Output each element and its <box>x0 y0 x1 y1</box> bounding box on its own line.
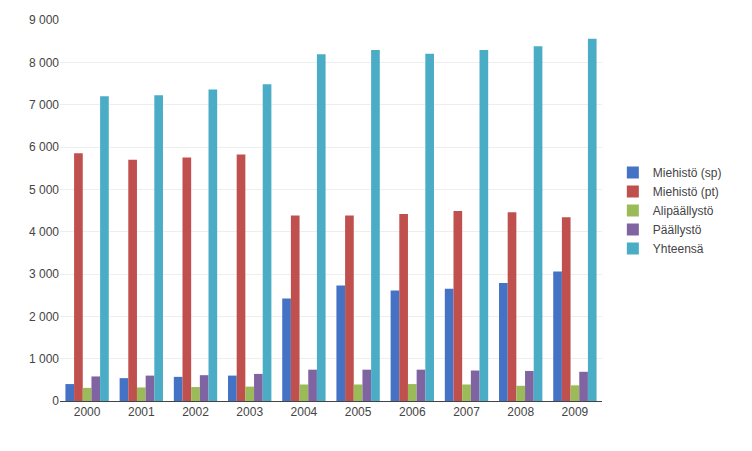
svg-text:9 000: 9 000 <box>29 13 59 27</box>
svg-text:7 000: 7 000 <box>29 98 59 112</box>
svg-text:2004: 2004 <box>291 405 318 419</box>
svg-text:8 000: 8 000 <box>29 56 59 70</box>
svg-text:Miehistö (sp): Miehistö (sp) <box>653 166 722 180</box>
svg-text:0: 0 <box>52 394 59 408</box>
svg-text:2005: 2005 <box>345 405 372 419</box>
svg-text:2007: 2007 <box>453 405 480 419</box>
svg-text:2002: 2002 <box>182 405 209 419</box>
svg-text:6 000: 6 000 <box>29 140 59 154</box>
svg-text:4 000: 4 000 <box>29 225 59 239</box>
svg-text:2 000: 2 000 <box>29 310 59 324</box>
svg-text:2009: 2009 <box>562 405 589 419</box>
svg-text:2000: 2000 <box>74 405 101 419</box>
svg-text:2001: 2001 <box>128 405 155 419</box>
svg-text:2008: 2008 <box>507 405 534 419</box>
svg-text:5 000: 5 000 <box>29 183 59 197</box>
svg-text:1 000: 1 000 <box>29 352 59 366</box>
svg-text:Päällystö: Päällystö <box>653 223 702 237</box>
svg-text:2006: 2006 <box>399 405 426 419</box>
svg-text:2003: 2003 <box>236 405 263 419</box>
svg-text:Alipäällystö: Alipäällystö <box>653 204 714 218</box>
svg-text:Miehistö (pt): Miehistö (pt) <box>653 185 719 199</box>
svg-text:Yhteensä: Yhteensä <box>653 242 704 256</box>
svg-text:3 000: 3 000 <box>29 267 59 281</box>
